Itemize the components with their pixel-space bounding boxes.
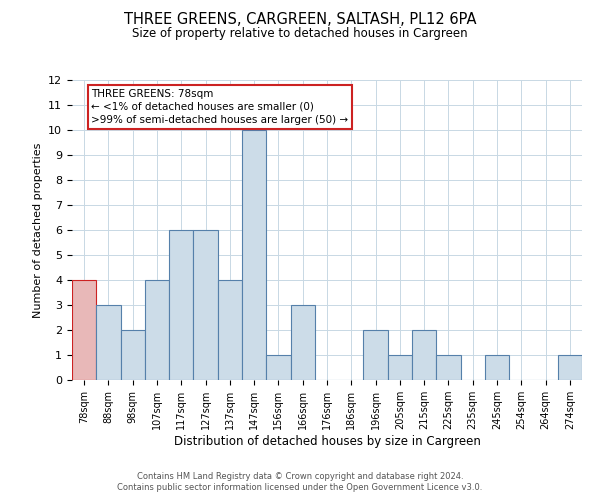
Bar [558, 355, 582, 380]
X-axis label: Distribution of detached houses by size in Cargreen: Distribution of detached houses by size … [173, 435, 481, 448]
Bar [242, 130, 266, 380]
Text: THREE GREENS, CARGREEN, SALTASH, PL12 6PA: THREE GREENS, CARGREEN, SALTASH, PL12 6P… [124, 12, 476, 28]
Bar [96, 305, 121, 380]
Bar [290, 305, 315, 380]
Bar [266, 355, 290, 380]
Bar [412, 330, 436, 380]
Bar [145, 280, 169, 380]
Bar [218, 280, 242, 380]
Bar [169, 230, 193, 380]
Y-axis label: Number of detached properties: Number of detached properties [32, 142, 43, 318]
Bar [436, 355, 461, 380]
Bar [388, 355, 412, 380]
Bar [72, 280, 96, 380]
Bar [364, 330, 388, 380]
Bar [121, 330, 145, 380]
Text: Contains HM Land Registry data © Crown copyright and database right 2024.: Contains HM Land Registry data © Crown c… [137, 472, 463, 481]
Bar [485, 355, 509, 380]
Text: Contains public sector information licensed under the Open Government Licence v3: Contains public sector information licen… [118, 484, 482, 492]
Text: Size of property relative to detached houses in Cargreen: Size of property relative to detached ho… [132, 28, 468, 40]
Text: THREE GREENS: 78sqm
← <1% of detached houses are smaller (0)
>99% of semi-detach: THREE GREENS: 78sqm ← <1% of detached ho… [91, 89, 349, 125]
Bar [193, 230, 218, 380]
